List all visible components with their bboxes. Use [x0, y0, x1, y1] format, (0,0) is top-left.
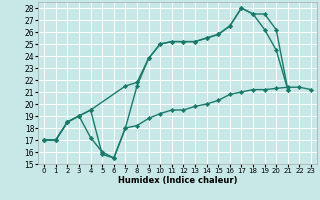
X-axis label: Humidex (Indice chaleur): Humidex (Indice chaleur)	[118, 176, 237, 185]
